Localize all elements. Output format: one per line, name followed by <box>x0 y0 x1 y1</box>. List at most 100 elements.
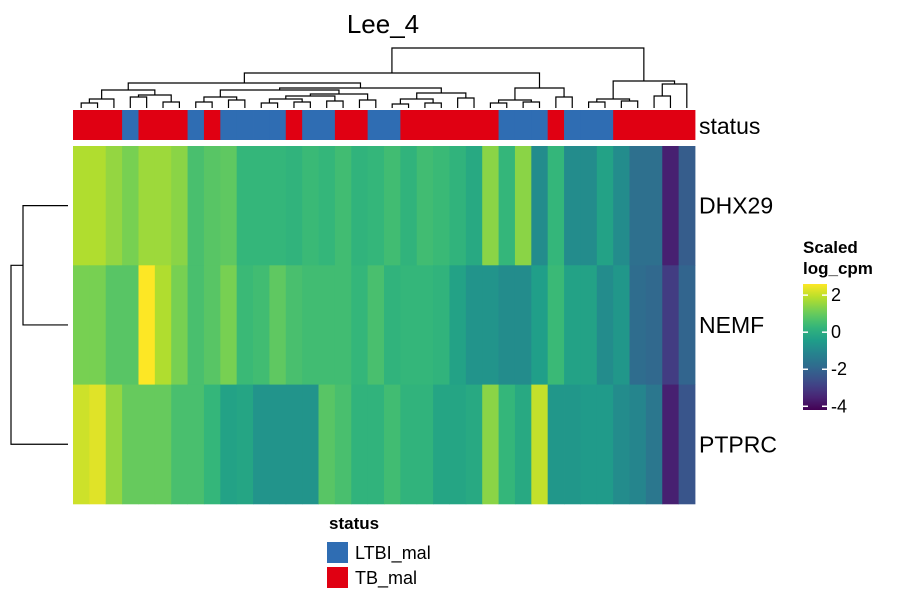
heatmap-cell <box>318 384 336 505</box>
heatmap-cell <box>482 384 499 505</box>
heatmap-cell <box>662 146 680 266</box>
annotation-cell <box>645 110 663 140</box>
heatmap-cell <box>629 384 647 505</box>
status-legend: status LTBI_mal TB_mal <box>327 514 431 589</box>
heatmap-cell <box>171 265 188 385</box>
heatmap-cell <box>285 265 303 385</box>
heatmap-cell <box>433 265 450 385</box>
heatmap-cell <box>465 265 483 385</box>
annotation-cell <box>678 110 696 140</box>
heatmap-cell <box>154 146 172 266</box>
heatmap-cell <box>433 146 450 266</box>
color-legend-title-line1: Scaled <box>803 238 858 257</box>
heatmap-cell <box>564 384 581 505</box>
heatmap-cell <box>564 146 581 266</box>
heatmap-cell <box>236 265 254 385</box>
dendrogram-branch <box>514 87 565 100</box>
heatmap-cell <box>269 384 287 505</box>
annotation-cell <box>269 110 287 140</box>
heatmap-cell <box>580 384 598 505</box>
heatmap-cell <box>334 384 352 505</box>
dendrogram-branch <box>243 72 541 88</box>
annotation-cell <box>89 110 107 140</box>
heatmap-cell <box>596 384 614 505</box>
annotation-cell <box>220 110 238 140</box>
dendrogram-branch <box>522 101 541 108</box>
heatmap-cell <box>531 384 549 505</box>
annotation-cell <box>351 110 369 140</box>
annotation-cell <box>187 110 205 140</box>
status-legend-swatch <box>327 567 348 588</box>
heatmap-cell <box>482 146 499 266</box>
heatmap-cell <box>596 265 614 385</box>
annotation-cell <box>105 110 123 140</box>
heatmap-cell <box>613 265 630 385</box>
annotation-cell <box>236 110 254 140</box>
annotation-cell <box>433 110 450 140</box>
color-legend: Scaled log_cpm 2 0 -2 -4 <box>803 238 873 416</box>
heatmap-cell <box>514 146 532 266</box>
heatmap-cell <box>465 146 483 266</box>
annotation-cell <box>564 110 581 140</box>
heatmap-cell <box>449 146 467 266</box>
heatmap-cell <box>613 146 630 266</box>
heatmap-cell <box>138 384 156 505</box>
color-legend-tick-label: -2 <box>831 359 847 379</box>
annotation-cell <box>73 110 90 140</box>
dendrogram-branch <box>653 95 672 108</box>
heatmap-cell <box>367 265 385 385</box>
heatmap-cell <box>203 146 221 266</box>
color-legend-title-line2: log_cpm <box>803 259 873 278</box>
heatmap-cell <box>73 146 90 266</box>
heatmap-cell <box>187 384 205 505</box>
status-annotation-bar <box>73 110 696 140</box>
dendrogram-branch <box>588 101 606 108</box>
heatmap-cell <box>122 265 139 385</box>
heatmap-cell <box>678 384 696 505</box>
annotation-cell <box>449 110 467 140</box>
heatmap-cell <box>73 265 90 385</box>
annotation-label: status <box>699 113 760 139</box>
annotation-cell <box>662 110 680 140</box>
heatmap-cell <box>220 384 238 505</box>
dendrogram-branch <box>127 82 362 90</box>
color-legend-tick-label: -4 <box>831 396 847 416</box>
heatmap-cell <box>531 265 549 385</box>
heatmap-cell <box>236 384 254 505</box>
heatmap-cell <box>171 384 188 505</box>
heatmap-cell <box>203 384 221 505</box>
dendrogram-branch <box>457 97 475 108</box>
heatmap-cell <box>269 265 287 385</box>
heatmap-cell <box>203 265 221 385</box>
color-legend-bar <box>803 284 827 410</box>
annotation-cell <box>203 110 221 140</box>
heatmap-cell <box>547 384 565 505</box>
heatmap-cell <box>253 146 270 266</box>
row-label: PTPRC <box>699 431 777 457</box>
annotation-cell <box>334 110 352 140</box>
color-legend-tick-label: 0 <box>831 322 841 342</box>
annotation-cell <box>498 110 516 140</box>
heatmap-cell <box>122 146 139 266</box>
heatmap-cell <box>514 265 532 385</box>
dendrogram-branch <box>358 99 377 108</box>
heatmap-cell <box>531 146 549 266</box>
heatmap-cell <box>334 265 352 385</box>
dendrogram-branch <box>195 101 213 108</box>
dendrogram-branch <box>129 96 148 108</box>
heatmap-cell <box>547 265 565 385</box>
heatmap-cell <box>285 384 303 505</box>
heatmap-cell <box>351 146 369 266</box>
heatmap-cell <box>416 384 434 505</box>
heatmap-cell <box>449 384 467 505</box>
status-legend-title: status <box>329 514 379 533</box>
dendrogram-branch <box>22 205 68 326</box>
heatmap-cell <box>580 265 598 385</box>
heatmap-cell <box>678 146 696 266</box>
heatmap-cell <box>285 146 303 266</box>
color-legend-tick-label: 2 <box>831 285 841 305</box>
dendrogram-branch <box>293 101 311 108</box>
annotation-cell <box>482 110 499 140</box>
heatmap-cell <box>302 265 319 385</box>
